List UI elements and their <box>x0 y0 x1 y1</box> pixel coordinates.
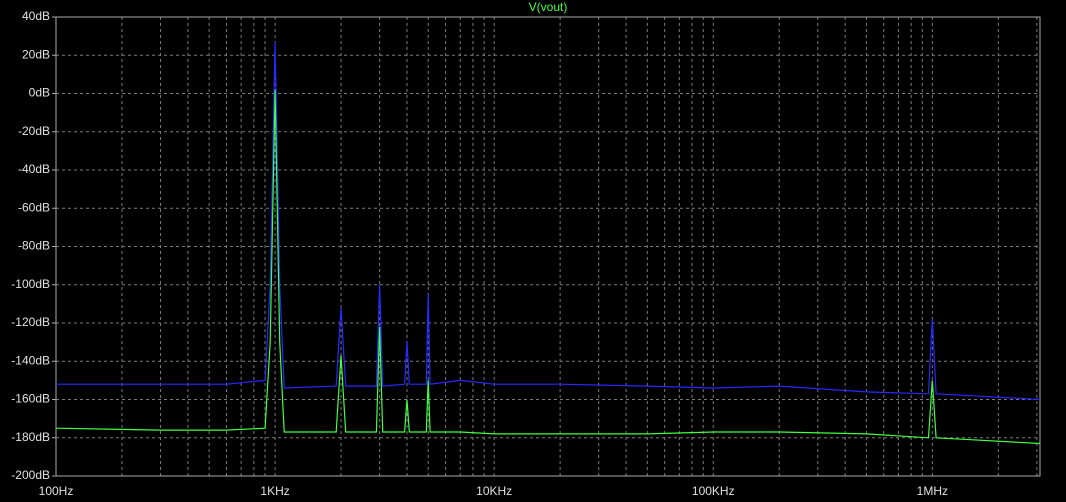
y-tick-label: -160dB <box>11 392 50 406</box>
x-tick-label: 10KHz <box>476 484 512 498</box>
x-tick-label: 100KHz <box>692 484 735 498</box>
y-tick-label: -140dB <box>11 353 50 367</box>
y-tick-label: 20dB <box>22 47 50 61</box>
y-tick-label: -100dB <box>11 277 50 291</box>
y-tick-label: 0dB <box>29 86 50 100</box>
y-tick-label: -120dB <box>11 315 50 329</box>
y-tick-label: -80dB <box>18 239 50 253</box>
x-tick-label: 1MHz <box>917 484 948 498</box>
y-tick-label: -60dB <box>18 200 50 214</box>
plot-frame <box>55 16 1041 477</box>
x-tick-label: 100Hz <box>39 484 74 498</box>
chart-title: V(vout) <box>529 0 568 14</box>
x-tick-label: 1KHz <box>260 484 289 498</box>
y-tick-label: -40dB <box>18 162 50 176</box>
y-tick-label: -20dB <box>18 124 50 138</box>
y-tick-label: 40dB <box>22 9 50 23</box>
series-line <box>55 89 1041 445</box>
y-tick-label: -200dB <box>11 468 50 482</box>
series-line <box>56 41 1041 401</box>
y-tick-label: -180dB <box>11 430 50 444</box>
